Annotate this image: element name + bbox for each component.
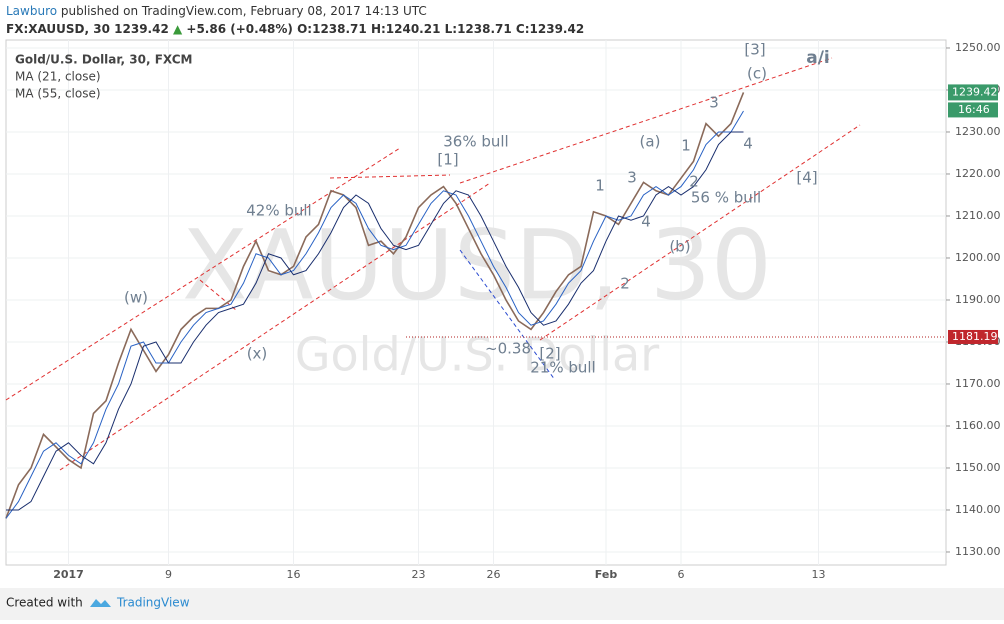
publisher[interactable]: Lawburo [6, 4, 57, 18]
fib-line [459, 249, 556, 381]
annotation: 4 [743, 135, 753, 153]
watermark-symbol: XAUUSD, 30 [182, 209, 772, 321]
annotation: [2] [539, 345, 560, 363]
close: 1239.42 [530, 22, 585, 36]
y-tick-label: 1130.00 [955, 545, 1001, 558]
annotation: 42% bull [246, 202, 311, 220]
change: +5.86 (+0.48%) [186, 22, 293, 36]
low: 1238.71 [457, 22, 512, 36]
level-label: 1181.19 [952, 330, 998, 343]
legend-entry: MA (55, close) [15, 87, 101, 101]
y-tick-label: 1190.00 [955, 293, 1001, 306]
watermark-name: Gold/U.S. Dollar [295, 328, 659, 382]
x-tick-label: 23 [412, 568, 426, 581]
y-tick-label: 1140.00 [955, 503, 1001, 516]
last-price-box [948, 84, 998, 101]
annotations: [3] a/i (c) 3 1 (a) 2 4 56 % bull [4] (b) 1 3 4 2 36% b… [124, 41, 830, 377]
last-price-label: 1239.42 [952, 85, 998, 98]
arrow: ▲ [173, 22, 183, 36]
published: published on TradingView.com, February 0… [61, 4, 427, 18]
y-tick-label: 1170.00 [955, 377, 1001, 390]
series-line [5, 110, 744, 519]
x-tick-label: 6 [678, 568, 685, 581]
annotation: 4 [641, 213, 651, 231]
x-tick-label: Feb [595, 568, 618, 581]
y-tick-label: 1210.00 [955, 209, 1001, 222]
logo [90, 599, 111, 607]
time-box [948, 102, 998, 118]
trend-line [199, 279, 237, 311]
high-label: H: [371, 22, 386, 36]
annotation: (a) [640, 133, 661, 151]
annotation: (b) [669, 238, 690, 256]
open: 1238.71 [312, 22, 367, 36]
x-tick-label: 9 [165, 568, 172, 581]
annotation: 36% bull [443, 133, 508, 151]
x-tick-label: 13 [812, 568, 826, 581]
legend-instrument: Gold/U.S. Dollar, 30, FXCM [15, 53, 193, 67]
y-tick-label: 1150.00 [955, 461, 1001, 474]
header-line: Lawburo published on TradingView.com, Fe… [6, 4, 427, 18]
legend: MA (21, close) MA (55, close) [15, 70, 101, 101]
annotation: 3 [709, 94, 719, 112]
time-label: 16:46 [958, 103, 990, 116]
annotation: a/i [806, 48, 830, 68]
annotation: 1 [681, 137, 691, 155]
footer-bar [0, 588, 1004, 620]
last: 1239.42 [114, 22, 169, 36]
series-layer [5, 92, 745, 519]
series-line [5, 92, 745, 519]
level-box [948, 329, 998, 344]
footer-created: Created with [6, 596, 83, 610]
annotation: 2 [689, 173, 699, 191]
annotation: [1] [437, 151, 458, 169]
y-tick-label: 1230.00 [955, 125, 1001, 138]
series-line [6, 131, 744, 511]
annotation: [4] [796, 169, 817, 187]
annotation: [3] [744, 41, 765, 59]
close-label: C: [516, 22, 530, 36]
annotation: 21% bull [530, 359, 595, 377]
trend-lines [5, 57, 861, 471]
quote-line: FX:XAUUSD, 30 1239.42 ▲ +5.86 (+0.48%) O… [6, 22, 584, 36]
trend-line [329, 174, 451, 179]
annotation: 2 [620, 275, 630, 293]
annotation: 56 % bull [691, 189, 761, 207]
low-label: L: [445, 22, 457, 36]
trend-line [59, 182, 491, 471]
grid [6, 40, 946, 565]
y-tick-label: 1200.00 [955, 251, 1001, 264]
footer-brand[interactable]: TradingView [116, 596, 190, 610]
y-tick-label: 1220.00 [955, 167, 1001, 180]
x-tick-label: 26 [487, 568, 501, 581]
y-tick-label: 1160.00 [955, 419, 1001, 432]
x-tick-label: 2017 [53, 568, 84, 581]
legend-entry: MA (21, close) [15, 70, 101, 84]
symbol: FX:XAUUSD, 30 [6, 22, 110, 36]
trend-line [5, 147, 401, 401]
trend-line [459, 57, 833, 184]
open-label: O: [297, 22, 312, 36]
annotation: (x) [247, 345, 268, 363]
annotation: ~0.38 [485, 340, 531, 358]
high: 1240.21 [386, 22, 441, 36]
x-tick-label: 16 [287, 568, 301, 581]
annotation: 3 [627, 169, 637, 187]
annotation: (w) [124, 289, 148, 307]
annotation: (c) [747, 65, 767, 83]
y-tick-label: 1250.00 [955, 41, 1001, 54]
annotation: 1 [595, 177, 605, 195]
trend-line [539, 124, 861, 341]
plot-frame [5, 39, 947, 566]
